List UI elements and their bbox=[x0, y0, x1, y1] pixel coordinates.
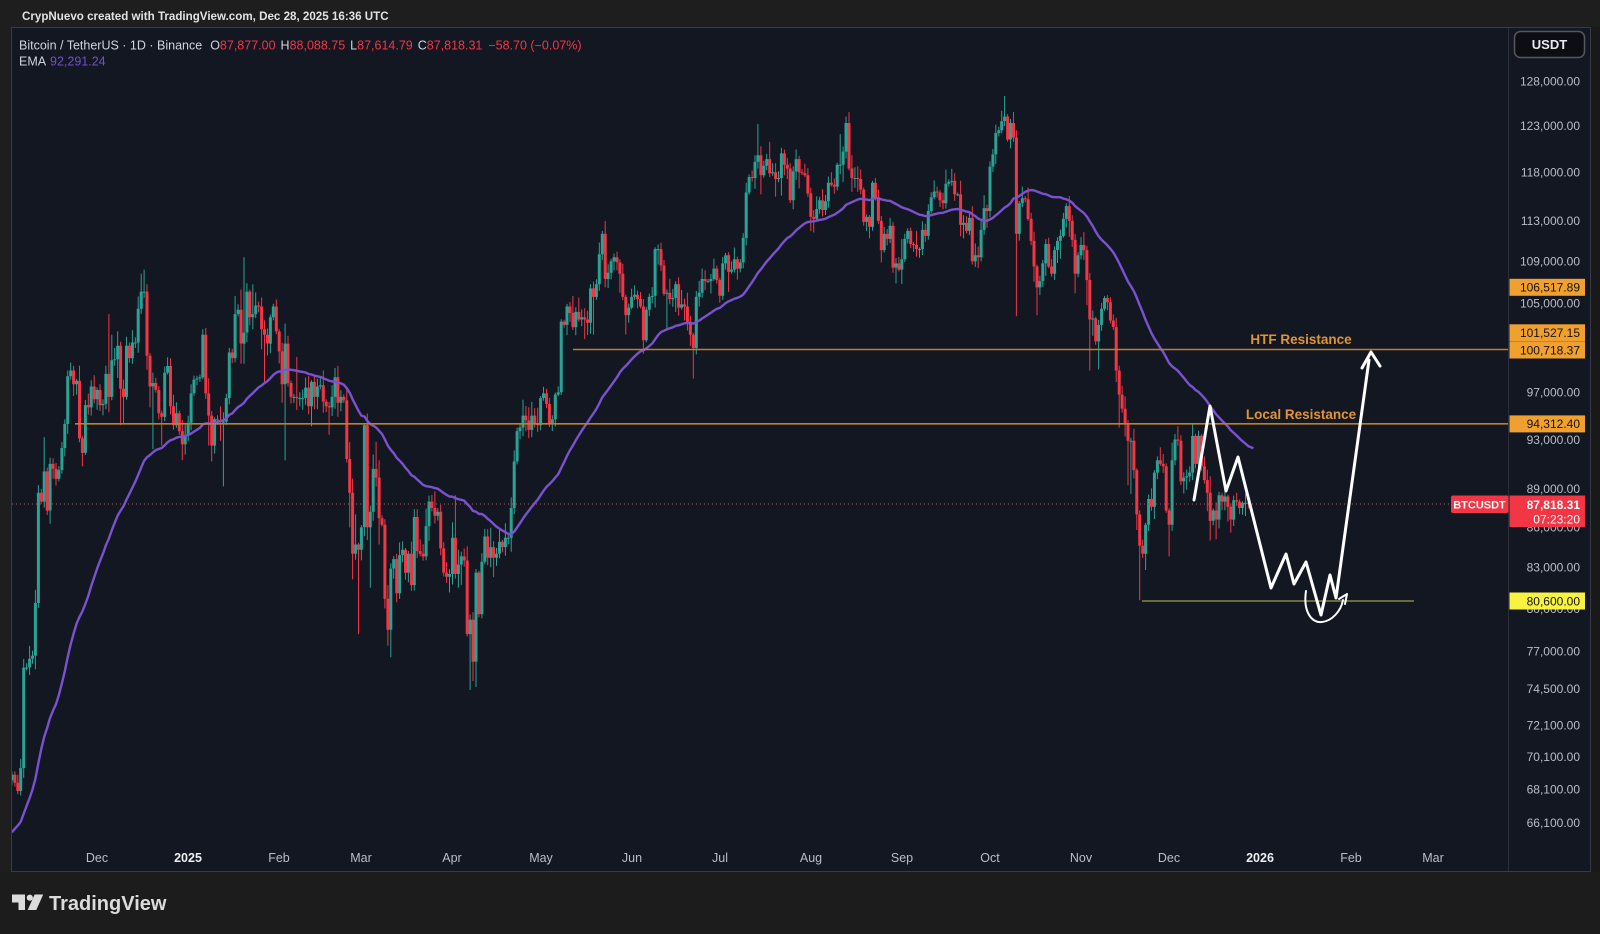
svg-text:EMA: EMA bbox=[19, 55, 47, 69]
svg-text:113,000.00: 113,000.00 bbox=[1521, 214, 1580, 228]
svg-text:74,500.00: 74,500.00 bbox=[1527, 682, 1581, 696]
svg-text:77,000.00: 77,000.00 bbox=[1527, 645, 1581, 659]
svg-text:USDT: USDT bbox=[1532, 37, 1567, 52]
svg-text:101,527.15: 101,527.15 bbox=[1520, 326, 1580, 340]
svg-text:72,100.00: 72,100.00 bbox=[1527, 719, 1581, 733]
svg-text:Apr: Apr bbox=[442, 851, 461, 865]
svg-text:Mar: Mar bbox=[1422, 851, 1444, 865]
svg-text:May: May bbox=[529, 851, 553, 865]
svg-text:2025: 2025 bbox=[174, 851, 202, 865]
svg-text:Mar: Mar bbox=[350, 851, 372, 865]
svg-text:83,000.00: 83,000.00 bbox=[1527, 561, 1581, 575]
svg-text:2026: 2026 bbox=[1246, 851, 1274, 865]
svg-text:Nov: Nov bbox=[1070, 851, 1093, 865]
svg-text:BTCUSDT: BTCUSDT bbox=[1453, 500, 1506, 512]
svg-text:CrypNuevo created with Trading: CrypNuevo created with TradingView.com, … bbox=[22, 10, 389, 23]
svg-text:TradingView: TradingView bbox=[49, 893, 167, 915]
svg-text:106,517.89: 106,517.89 bbox=[1520, 281, 1580, 295]
svg-text:80,600.00: 80,600.00 bbox=[1527, 594, 1581, 608]
svg-text:118,000.00: 118,000.00 bbox=[1521, 166, 1580, 180]
svg-text:Dec: Dec bbox=[1158, 851, 1180, 865]
svg-text:Jun: Jun bbox=[622, 851, 642, 865]
svg-text:105,000.00: 105,000.00 bbox=[1520, 297, 1580, 311]
svg-text:Feb: Feb bbox=[1340, 851, 1362, 865]
svg-text:Sep: Sep bbox=[891, 851, 913, 865]
svg-text:68,100.00: 68,100.00 bbox=[1527, 783, 1581, 797]
svg-text:Oct: Oct bbox=[980, 851, 1000, 865]
svg-text:Aug: Aug bbox=[800, 851, 822, 865]
svg-text:66,100.00: 66,100.00 bbox=[1527, 816, 1581, 830]
svg-text:93,000.00: 93,000.00 bbox=[1527, 433, 1581, 447]
svg-text:92,291.24: 92,291.24 bbox=[50, 55, 106, 69]
svg-text:Dec: Dec bbox=[86, 851, 108, 865]
svg-text:89,000.00: 89,000.00 bbox=[1527, 482, 1581, 496]
svg-text:Jul: Jul bbox=[712, 851, 728, 865]
svg-text:123,000.00: 123,000.00 bbox=[1520, 119, 1580, 133]
svg-text:Local Resistance: Local Resistance bbox=[1246, 407, 1357, 422]
svg-text:Bitcoin / TetherUS · 1D · Bina: Bitcoin / TetherUS · 1D · Binance O87,877… bbox=[19, 39, 582, 53]
svg-text:87,818.31: 87,818.31 bbox=[1527, 498, 1581, 512]
svg-text:94,312.40: 94,312.40 bbox=[1527, 417, 1581, 431]
svg-text:07:23:20: 07:23:20 bbox=[1533, 513, 1580, 527]
svg-text:HTF Resistance: HTF Resistance bbox=[1250, 332, 1352, 347]
svg-text:100,718.37: 100,718.37 bbox=[1520, 343, 1580, 357]
svg-text:70,100.00: 70,100.00 bbox=[1527, 750, 1581, 764]
svg-text:109,000.00: 109,000.00 bbox=[1520, 255, 1580, 269]
svg-text:Feb: Feb bbox=[268, 851, 290, 865]
svg-text:97,000.00: 97,000.00 bbox=[1527, 386, 1581, 400]
svg-text:128,000.00: 128,000.00 bbox=[1520, 74, 1580, 88]
